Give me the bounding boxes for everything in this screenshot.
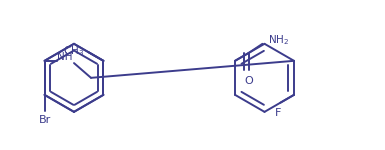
Text: Br: Br (38, 115, 51, 125)
Text: NH: NH (57, 52, 73, 62)
Text: O: O (244, 76, 253, 85)
Text: F: F (275, 108, 281, 119)
Text: NH$_2$: NH$_2$ (268, 33, 289, 47)
Text: CH$_3$: CH$_3$ (63, 44, 84, 58)
